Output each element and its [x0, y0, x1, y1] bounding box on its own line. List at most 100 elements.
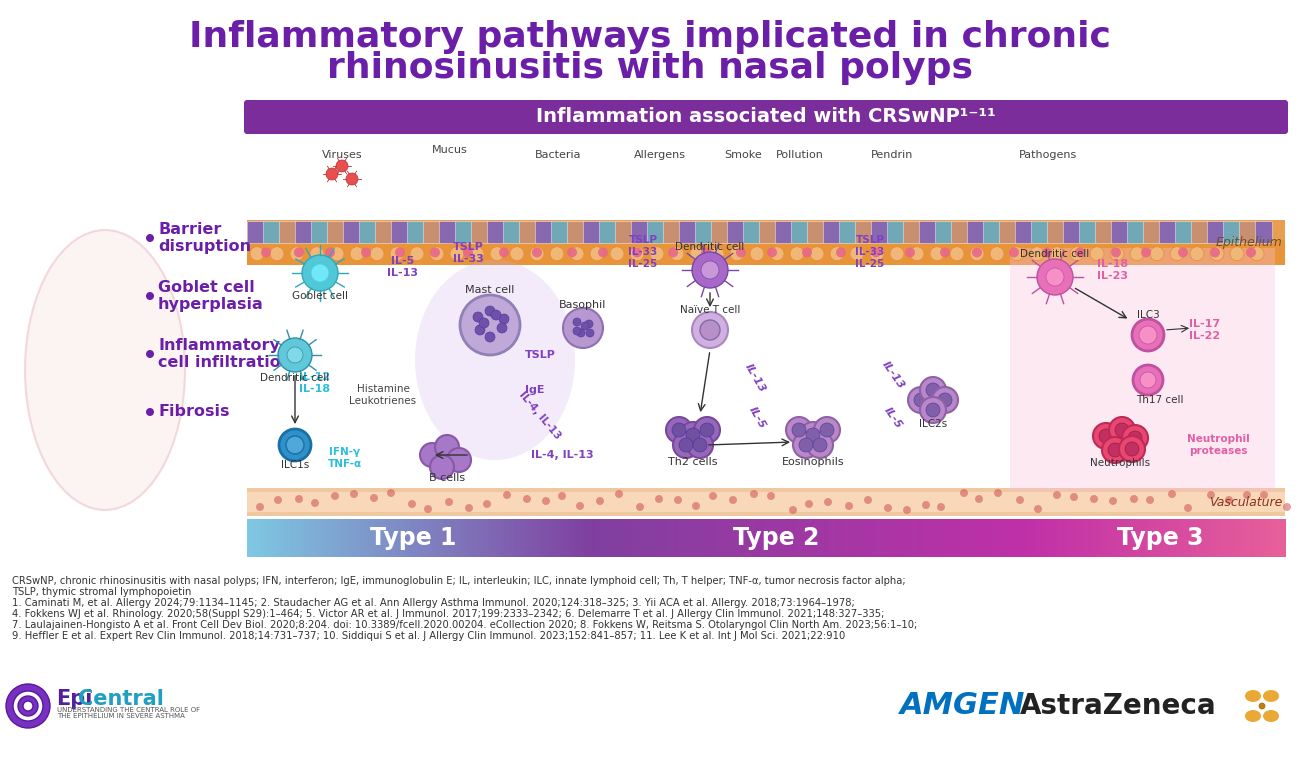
- Text: Central: Central: [78, 689, 164, 709]
- Bar: [797, 519, 801, 557]
- Bar: [1105, 519, 1108, 557]
- Circle shape: [790, 247, 803, 261]
- Bar: [289, 519, 291, 557]
- Bar: [728, 519, 732, 557]
- Bar: [328, 519, 332, 557]
- Circle shape: [1141, 247, 1150, 258]
- Circle shape: [907, 387, 933, 413]
- Circle shape: [1132, 319, 1164, 351]
- Text: B cells: B cells: [429, 473, 465, 483]
- Bar: [1192, 519, 1195, 557]
- Bar: [533, 519, 537, 557]
- Circle shape: [484, 500, 491, 508]
- Text: IL-5
IL-13: IL-5 IL-13: [387, 256, 419, 277]
- Bar: [1009, 519, 1011, 557]
- Bar: [1123, 519, 1126, 557]
- Bar: [633, 519, 636, 557]
- Bar: [647, 519, 651, 557]
- Bar: [355, 519, 358, 557]
- Bar: [1179, 519, 1182, 557]
- Circle shape: [261, 247, 270, 258]
- Bar: [542, 519, 545, 557]
- Bar: [386, 519, 389, 557]
- Text: Dendritic cell: Dendritic cell: [260, 373, 330, 383]
- Bar: [887, 519, 889, 557]
- Circle shape: [450, 247, 464, 261]
- Bar: [456, 519, 460, 557]
- Circle shape: [1260, 491, 1268, 499]
- FancyBboxPatch shape: [792, 221, 809, 243]
- FancyBboxPatch shape: [376, 221, 393, 243]
- Bar: [1030, 519, 1032, 557]
- Bar: [1161, 519, 1164, 557]
- Bar: [1124, 519, 1128, 557]
- Ellipse shape: [1245, 690, 1261, 702]
- Circle shape: [1128, 431, 1141, 445]
- FancyBboxPatch shape: [663, 221, 680, 243]
- Bar: [296, 519, 300, 557]
- Circle shape: [922, 501, 929, 509]
- Circle shape: [485, 332, 495, 342]
- Bar: [811, 519, 815, 557]
- Circle shape: [850, 247, 865, 261]
- Circle shape: [800, 422, 826, 448]
- FancyBboxPatch shape: [903, 221, 920, 243]
- Circle shape: [939, 393, 952, 407]
- Circle shape: [914, 393, 928, 407]
- Bar: [313, 519, 316, 557]
- Circle shape: [430, 247, 445, 261]
- Bar: [250, 519, 252, 557]
- Circle shape: [598, 247, 608, 258]
- Text: TSLP
IL-33
IL-25: TSLP IL-33 IL-25: [628, 236, 658, 268]
- Ellipse shape: [415, 260, 575, 460]
- Circle shape: [278, 338, 312, 372]
- FancyBboxPatch shape: [967, 221, 984, 243]
- Text: Vasculature: Vasculature: [1209, 496, 1282, 509]
- Bar: [330, 519, 333, 557]
- Circle shape: [581, 322, 589, 330]
- Bar: [1183, 519, 1187, 557]
- Bar: [490, 519, 493, 557]
- Bar: [1046, 519, 1049, 557]
- Bar: [658, 519, 662, 557]
- Bar: [358, 519, 360, 557]
- Circle shape: [920, 377, 946, 403]
- Bar: [897, 519, 900, 557]
- Bar: [640, 519, 642, 557]
- Bar: [341, 519, 343, 557]
- FancyBboxPatch shape: [615, 221, 633, 243]
- Bar: [564, 519, 568, 557]
- Circle shape: [586, 329, 594, 337]
- Text: Inflammatory
cell infiltration: Inflammatory cell infiltration: [159, 338, 292, 370]
- Bar: [363, 519, 367, 557]
- Circle shape: [750, 490, 758, 498]
- Circle shape: [478, 318, 489, 328]
- Bar: [585, 519, 589, 557]
- Bar: [554, 519, 558, 557]
- Bar: [463, 519, 465, 557]
- Text: IL-12
IL-18: IL-12 IL-18: [299, 372, 330, 394]
- Bar: [922, 519, 924, 557]
- FancyBboxPatch shape: [1031, 221, 1049, 243]
- Bar: [936, 519, 940, 557]
- Bar: [445, 519, 447, 557]
- Bar: [706, 519, 709, 557]
- Bar: [1273, 519, 1275, 557]
- FancyBboxPatch shape: [584, 221, 601, 243]
- Circle shape: [932, 387, 958, 413]
- Bar: [403, 519, 406, 557]
- Circle shape: [430, 247, 439, 258]
- Circle shape: [994, 489, 1002, 497]
- Bar: [326, 519, 329, 557]
- Circle shape: [1206, 491, 1216, 499]
- Circle shape: [563, 308, 603, 348]
- Circle shape: [926, 403, 940, 417]
- Bar: [903, 519, 906, 557]
- Bar: [872, 519, 875, 557]
- Bar: [421, 519, 425, 557]
- Bar: [671, 519, 673, 557]
- Circle shape: [1030, 247, 1044, 261]
- Bar: [556, 519, 559, 557]
- Bar: [758, 519, 760, 557]
- Bar: [651, 519, 655, 557]
